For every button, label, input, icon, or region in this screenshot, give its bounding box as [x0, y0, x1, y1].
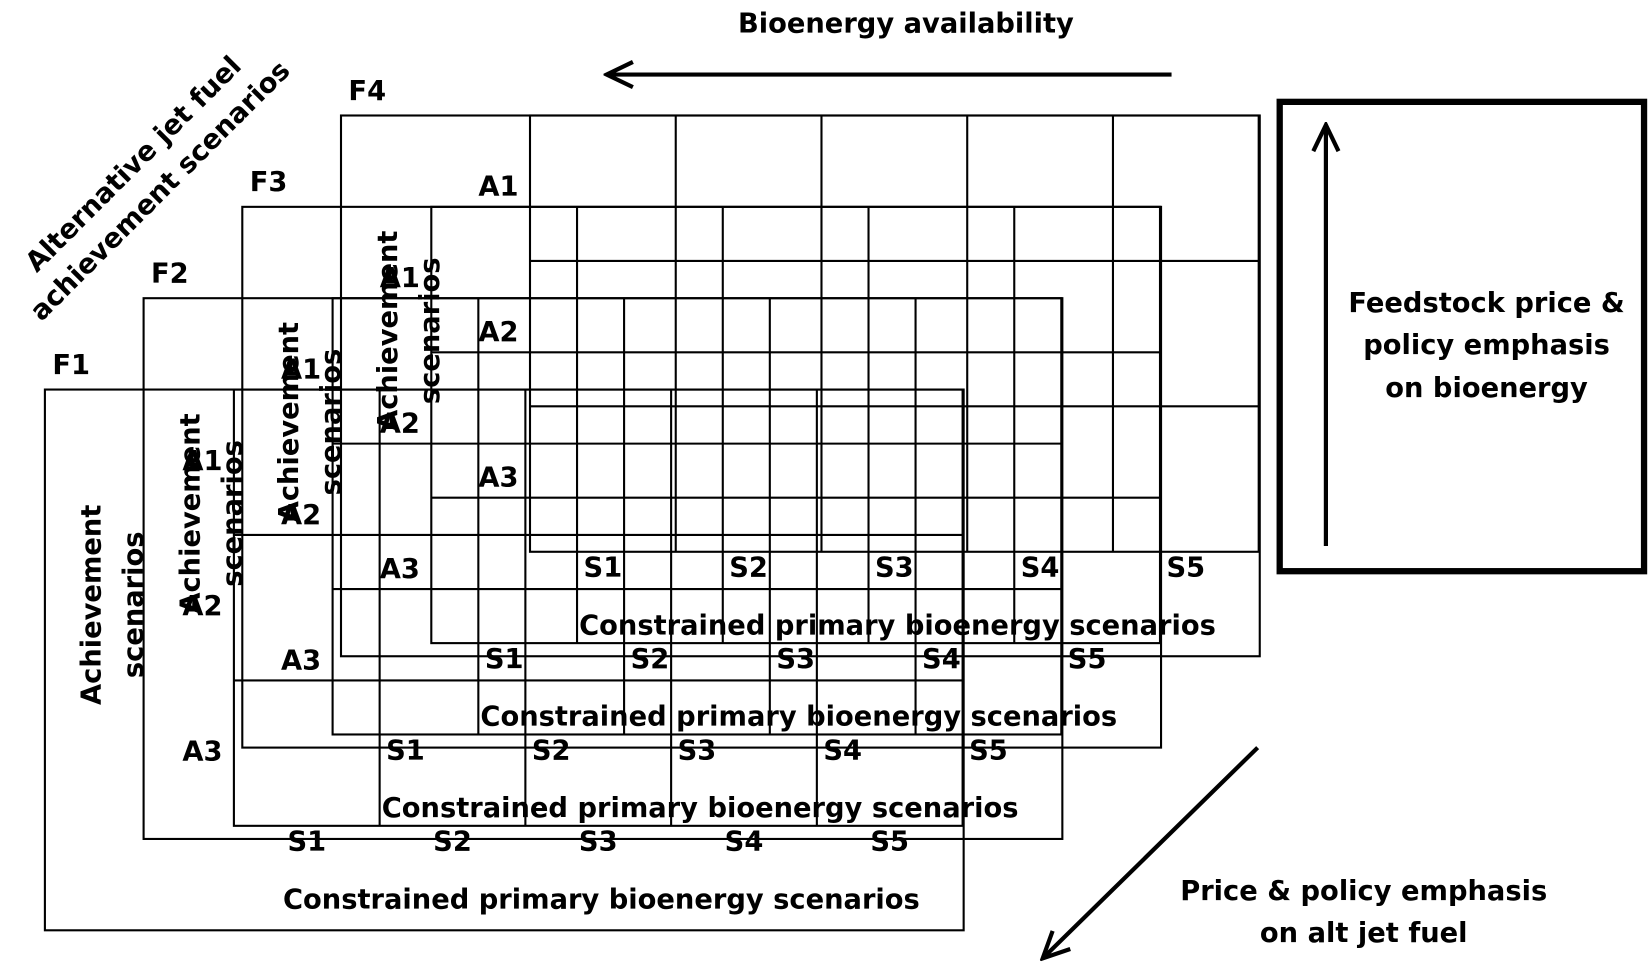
y-axis-label-line: Achievement	[175, 413, 206, 613]
row-label: A3	[281, 645, 321, 676]
grid-frame	[331, 297, 1063, 736]
column-label: S4	[725, 827, 764, 858]
diagonal-arrow	[1043, 746, 1260, 958]
column-label: S4	[1021, 553, 1060, 584]
y-axis-label: Achievement scenarios	[373, 231, 446, 431]
layer: F2 S1 S2 S3 S4 S5 A1 A2 A3 Constrained primary bi…	[142, 259, 1064, 840]
layer-label: F3	[250, 167, 288, 198]
x-axis-label: Constrained primary bioenergy scenarios	[579, 610, 1216, 641]
title: Bioenergy availability	[738, 9, 1074, 40]
column-label: S1	[287, 827, 326, 858]
column-label: S3	[776, 644, 815, 675]
layer-label: F1	[52, 350, 90, 381]
column-label: S1	[584, 553, 623, 584]
y-axis-label-line: scenarios	[119, 531, 150, 678]
x-axis-label: Constrained primary bioenergy scenarios	[382, 793, 1019, 824]
column-label: S2	[532, 735, 571, 766]
row-label: A1	[182, 446, 222, 477]
column-label: S2	[433, 827, 472, 858]
layer-label: F2	[151, 259, 189, 290]
column-label: S5	[969, 735, 1008, 766]
layer: F1 S1 S2 S3 S4 S5 A1 A2 A3 Constrained primary bi…	[43, 350, 965, 932]
column-label: S3	[579, 827, 618, 858]
row-label: A2	[380, 408, 420, 439]
x-axis-label: Constrained primary bioenergy scenarios	[480, 702, 1117, 733]
bottom-right-label-line: on alt jet fuel	[1260, 918, 1468, 949]
column-label: S5	[870, 827, 909, 858]
column-label: S4	[823, 735, 862, 766]
layer-label: F4	[348, 76, 386, 107]
y-axis-label: Achievement scenarios	[274, 322, 347, 522]
y-axis-label: Achievement scenarios	[77, 505, 150, 705]
column-label: S5	[1167, 553, 1206, 584]
layers: F4 S1 S2 S3 S4 S5 A1 A2 A3 Constrained primary bi…	[43, 76, 1261, 932]
row-label: A2	[182, 591, 222, 622]
column-label: S3	[875, 553, 914, 584]
column-label: S3	[678, 735, 717, 766]
right-label-line: Feedstock price &	[1348, 288, 1624, 319]
column-label: S1	[485, 644, 524, 675]
diagonal-label-line: Alternative jet fuel	[20, 51, 248, 279]
column-label: S2	[631, 644, 670, 675]
grid-frame	[528, 114, 1260, 553]
row-label: A1	[478, 172, 518, 203]
column-label: S4	[922, 644, 961, 675]
y-axis-label: Achievement scenarios	[175, 413, 248, 613]
y-axis-label-line: Achievement	[373, 231, 404, 431]
right-label-line: policy emphasis	[1363, 330, 1610, 361]
row-label: A1	[281, 354, 321, 385]
column-label: S2	[729, 553, 768, 584]
row-label: A1	[380, 263, 420, 294]
y-axis-label-line: Achievement	[274, 322, 305, 522]
right-label-line: on bioenergy	[1385, 373, 1588, 404]
x-axis-label: Constrained primary bioenergy scenarios	[283, 884, 920, 915]
row-label: A2	[478, 317, 518, 348]
row-label: A2	[281, 500, 321, 531]
y-axis-label-line: Achievement	[77, 505, 108, 705]
grid-frame	[430, 205, 1162, 645]
grid-frame	[232, 388, 964, 827]
column-label: S1	[386, 735, 425, 766]
bottom-right-label-line: Price & policy emphasis	[1180, 876, 1547, 907]
row-label: A3	[380, 554, 420, 585]
row-label: A3	[182, 737, 222, 768]
column-label: S5	[1068, 644, 1107, 675]
right-box	[1276, 98, 1648, 575]
row-label: A3	[478, 463, 518, 494]
